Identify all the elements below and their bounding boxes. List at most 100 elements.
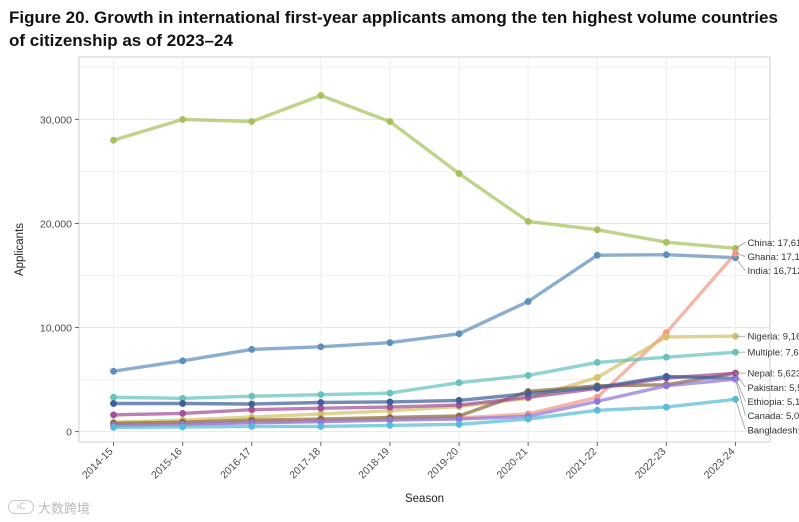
- series-line-india: [111, 253, 738, 373]
- point-bangladesh-2022-23: [662, 403, 670, 411]
- point-bangladesh-2014-15: [110, 423, 118, 431]
- x-tick-label: 2020-21: [495, 446, 531, 482]
- leader-line-bangladesh: [735, 399, 746, 431]
- point-multiple-2019-20: [455, 379, 463, 387]
- end-label-bangladesh: Bangladesh: 3,104 (+31%): [747, 425, 799, 436]
- watermark-text: 大数跨境: [38, 501, 91, 517]
- point-nigeria-2022-23: [662, 333, 670, 341]
- series-line-multiple: [111, 350, 738, 400]
- point-bangladesh-2018-19: [386, 421, 394, 429]
- point-bangladesh-2020-21: [524, 415, 532, 423]
- point-india-2020-21: [524, 298, 532, 305]
- point-china-2018-19: [386, 118, 394, 125]
- point-bangladesh-2016-17: [248, 422, 256, 430]
- point-china-2022-23: [662, 238, 670, 246]
- leader-line-india: [735, 257, 746, 271]
- point-multiple-2022-23: [662, 353, 670, 361]
- point-bangladesh-2019-20: [455, 420, 463, 428]
- point-bangladesh-2021-22: [593, 406, 601, 414]
- end-label-multiple: Multiple: 7,633 (+7%): [747, 348, 799, 359]
- y-axis: 0 10,000 20,000 30,000: [40, 114, 79, 439]
- point-china-2017-18: [317, 92, 325, 99]
- point-china-2019-20: [455, 170, 463, 177]
- point-multiple-2020-21: [524, 371, 532, 379]
- point-pakistan-2014-15: [110, 411, 118, 419]
- point-pakistan-2017-18: [317, 404, 325, 412]
- end-label-nepal: Nepal: 5,623 (+27%): [747, 369, 799, 380]
- y-tick-label: 20,000: [40, 218, 72, 230]
- leader-line-ethiopia: [735, 378, 746, 402]
- point-ethiopia-2018-19: [386, 398, 394, 406]
- point-canada-2021-22: [593, 397, 601, 405]
- point-multiple-2014-15: [110, 393, 118, 401]
- end-label-nigeria: Nigeria: 9,163 (+1%): [747, 332, 799, 343]
- x-axis: 2014-15 2015-16 2016-17 2017-18 2018-19 2019-…: [80, 442, 738, 481]
- point-multiple-2018-19: [386, 389, 394, 397]
- point-ethiopia-2022-23: [662, 372, 670, 380]
- leader-line-ghana: [735, 252, 746, 257]
- point-ethiopia-2014-15: [110, 400, 118, 407]
- x-tick-label: 2022-23: [633, 446, 669, 482]
- series-points: [110, 92, 739, 431]
- point-india-2017-18: [317, 343, 325, 351]
- point-ethiopia-2016-17: [248, 400, 256, 408]
- leader-line-canada: [735, 379, 746, 416]
- series-line-nepal: [111, 371, 738, 425]
- x-tick-label: 2019-20: [425, 446, 461, 482]
- point-ethiopia-2017-18: [317, 399, 325, 406]
- x-tick-label: 2017-18: [287, 446, 323, 482]
- end-label-china: China: 17,611 (-3%): [747, 238, 799, 249]
- point-multiple-2016-17: [248, 392, 256, 400]
- series-line-ethiopia: [111, 374, 738, 406]
- point-india-2021-22: [593, 251, 601, 259]
- point-pakistan-2015-16: [179, 409, 187, 417]
- watermark-logo-icon: iC: [8, 500, 34, 514]
- point-ethiopia-2015-16: [179, 400, 187, 407]
- leader-line-pakistan: [735, 373, 746, 388]
- x-tick-label: 2023-24: [702, 446, 738, 482]
- end-label-pakistan: Pakistan: 5,599 (+9%): [747, 383, 799, 394]
- point-multiple-2021-22: [593, 358, 601, 366]
- point-india-2015-16: [179, 357, 187, 365]
- end-label-canada: Canada: 5,036 (+15%): [747, 411, 799, 422]
- figure-title: Figure 20. Growth in international first…: [9, 8, 778, 50]
- end-label-india: India: 16,712 (-2%): [747, 266, 799, 277]
- point-bangladesh-2015-16: [179, 423, 187, 431]
- series-line-bangladesh: [111, 397, 738, 430]
- point-india-2016-17: [248, 345, 256, 353]
- point-ethiopia-2019-20: [455, 396, 463, 404]
- point-china-2016-17: [248, 118, 256, 125]
- x-tick-label: 2015-16: [149, 446, 185, 482]
- x-tick-label: 2016-17: [218, 446, 254, 482]
- point-china-2015-16: [179, 115, 187, 123]
- leader-line-china: [735, 242, 746, 249]
- watermark: iC 大数跨境: [8, 498, 91, 517]
- end-labels: China: 17,611 (-3%) Ghana: 17,128 (+80%) I…: [735, 238, 799, 436]
- point-china-2020-21: [524, 217, 532, 225]
- x-axis-title: Season: [405, 493, 444, 505]
- point-ethiopia-2020-21: [524, 390, 532, 398]
- point-india-2019-20: [455, 330, 463, 338]
- series-line-nigeria: [111, 334, 738, 424]
- series-line-canada: [111, 377, 738, 428]
- y-axis-title: Applicants: [14, 223, 26, 276]
- end-label-ghana: Ghana: 17,128 (+80%): [747, 252, 799, 263]
- point-multiple-2017-18: [317, 391, 325, 399]
- x-tick-label: 2018-19: [356, 446, 392, 482]
- point-nigeria-2021-22: [593, 374, 601, 381]
- series-lines: [111, 93, 738, 430]
- point-pakistan-2016-17: [248, 406, 256, 414]
- point-bangladesh-2017-18: [317, 422, 325, 430]
- y-tick-label: 0: [66, 427, 72, 439]
- x-tick-label: 2014-15: [80, 446, 116, 482]
- y-tick-label: 10,000: [40, 323, 72, 335]
- point-india-2018-19: [386, 339, 394, 347]
- series-line-china: [111, 93, 738, 250]
- x-tick-label: 2021-22: [564, 446, 600, 482]
- point-ethiopia-2021-22: [593, 383, 601, 391]
- point-china-2021-22: [593, 226, 601, 234]
- point-china-2014-15: [110, 136, 118, 144]
- end-label-ethiopia: Ethiopia: 5,113 (-4%): [747, 397, 799, 408]
- point-india-2014-15: [110, 367, 118, 375]
